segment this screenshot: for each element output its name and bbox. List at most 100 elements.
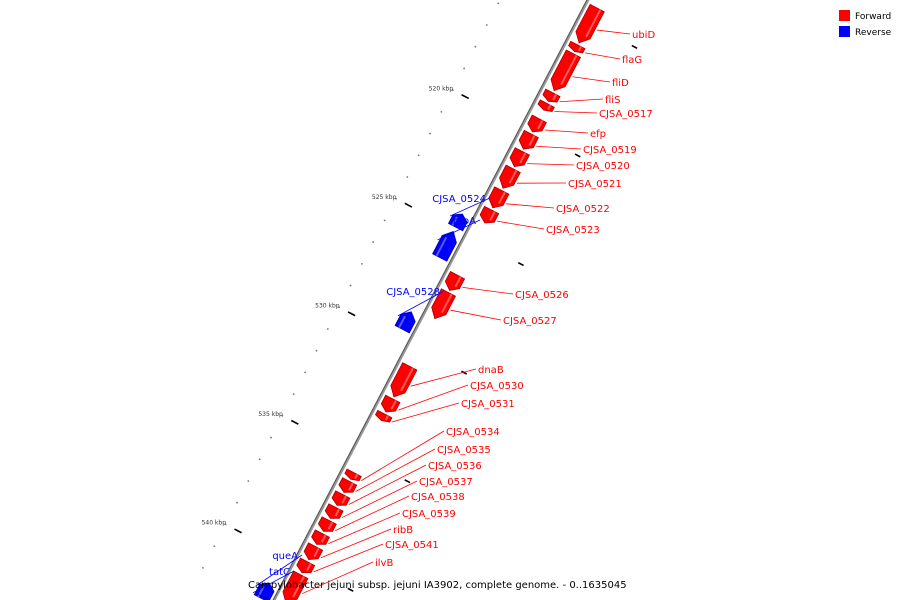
gene-cjsa-0521-label[interactable]: CJSA_0521 (568, 179, 622, 190)
gene-flis-feature[interactable] (542, 88, 561, 103)
gene-ubid-label[interactable]: ubiD (632, 30, 655, 41)
gene-cjsa-0526-label[interactable]: CJSA_0526 (515, 290, 569, 301)
gene-cjsa-0523-leader (496, 220, 545, 230)
gene-ilvb-label[interactable]: ilvB (375, 558, 393, 569)
gene-cjsa-0534-leader (361, 430, 445, 481)
gene-ribb-label[interactable]: ribB (393, 525, 413, 536)
gene-cjsa-0536-label[interactable]: CJSA_0536 (428, 461, 482, 472)
gene-cjsa-0519-feature[interactable] (518, 129, 539, 150)
gene-cjsa-0517-feature[interactable] (537, 99, 555, 113)
gene-quea-label[interactable]: queA (272, 551, 298, 562)
gene-cjsa-0517-label[interactable]: CJSA_0517 (599, 109, 653, 120)
gene-flis-label[interactable]: fliS (605, 95, 620, 106)
gene-flis-highlight (552, 93, 557, 101)
gene-cjsa-0528-label[interactable]: CJSA_0528 (386, 287, 440, 298)
gene-cjsa-0526-feature[interactable] (444, 270, 466, 291)
gene-dnab-highlight (400, 367, 414, 392)
major-tick (574, 153, 581, 158)
gene-cjsa-0535-leader (355, 448, 436, 492)
gene-proa-highlight (435, 236, 448, 257)
gene-cjsa-0524-highlight (451, 216, 458, 226)
gene-cjsa-0522-label[interactable]: CJSA_0522 (556, 204, 610, 215)
gene-efp-feature[interactable] (527, 114, 547, 133)
gene-cjsa-0536-feature[interactable] (331, 490, 351, 506)
minor-tick (360, 262, 363, 265)
gene-ubid-feature[interactable] (575, 3, 605, 44)
gene-cjsa-0524-feature[interactable] (447, 213, 468, 232)
gene-cjsa-0535-highlight (348, 482, 354, 491)
gene-cjsa-0527-label[interactable]: CJSA_0527 (503, 316, 557, 327)
gene-cjsa-0528-feature[interactable] (394, 311, 416, 334)
gene-cjsa-0534-label[interactable]: CJSA_0534 (446, 427, 500, 438)
gene-proa-feature[interactable] (432, 230, 457, 262)
gene-cjsa-0521-highlight (508, 169, 518, 184)
gene-cjsa-0528-highlight (398, 315, 406, 329)
gene-dnab-leader (410, 368, 477, 387)
gene-cjsa-0537-label[interactable]: CJSA_0537 (419, 477, 473, 488)
gene-cjsa-0531-feature[interactable] (375, 409, 393, 423)
tick-label: 525 kbp (372, 194, 397, 201)
gene-cjsa-0524-label[interactable]: CJSA_0524 (432, 194, 486, 205)
gene-proa-label[interactable]: proA (453, 216, 476, 227)
gene-cjsa-0531-leader (391, 402, 460, 423)
gene-efp-label[interactable]: efp (590, 129, 606, 140)
gene-cjsa-0538-label[interactable]: CJSA_0538 (411, 492, 465, 503)
gene-flag-highlight (577, 46, 582, 52)
gene-cjsa-0537-feature[interactable] (324, 503, 344, 519)
gene-flis-leader (559, 98, 604, 103)
minor-tick (292, 393, 295, 396)
gene-dnab-label[interactable]: dnaB (478, 365, 504, 376)
gene-cjsa-0539-label[interactable]: CJSA_0539 (402, 509, 456, 520)
gene-cjsa-0537-highlight (334, 508, 341, 517)
gene-cjsa-0524-leader (449, 197, 491, 217)
gene-flid-label[interactable]: fliD (612, 78, 629, 89)
gene-ribb-feature[interactable] (303, 542, 324, 561)
gene-cjsa-0541-label[interactable]: CJSA_0541 (385, 540, 439, 551)
gene-cjsa-0521-feature[interactable] (499, 164, 521, 189)
gene-cjsa-0527-feature[interactable] (431, 288, 457, 320)
gene-efp-highlight (537, 119, 544, 130)
gene-flid-feature[interactable] (550, 49, 582, 92)
gene-cjsa-0519-highlight (528, 135, 536, 146)
tick-label: 530 kbp (315, 303, 340, 310)
gene-tatc-feature[interactable] (253, 592, 269, 600)
gene-cjsa-0535-label[interactable]: CJSA_0535 (437, 445, 491, 456)
gene-cjsa-0517-leader (554, 111, 598, 114)
gene-cjsa-0535-feature[interactable] (338, 477, 358, 493)
minor-tick (270, 436, 272, 439)
gene-cjsa-0531-label[interactable]: CJSA_0531 (461, 399, 515, 410)
gene-dnab-feature[interactable] (390, 362, 418, 398)
gene-ilvb-feature[interactable] (282, 570, 309, 600)
gene-cjsa-0526-leader (462, 286, 514, 295)
gene-flid-leader (572, 76, 611, 83)
gene-cjsa-0528-leader (397, 290, 445, 317)
gene-flag-feature[interactable] (568, 40, 586, 54)
gene-cjsa-0541-feature[interactable] (296, 557, 316, 573)
gene-cjsa-0523-label[interactable]: CJSA_0523 (546, 225, 600, 236)
gene-quea-feature[interactable] (254, 582, 275, 600)
gene-flag-label[interactable]: flaG (622, 55, 642, 66)
gene-cjsa-0519-label[interactable]: CJSA_0519 (583, 145, 637, 156)
gene-cjsa-0538-leader (335, 495, 410, 531)
gene-flid-highlight (560, 54, 578, 86)
gene-cjsa-0530-feature[interactable] (380, 394, 401, 413)
gene-cjsa-0522-feature[interactable] (488, 186, 510, 209)
gene-tatc-leader (252, 570, 295, 594)
major-tick (631, 44, 638, 50)
legend-label-reverse: Reverse (855, 28, 892, 38)
gene-cjsa-0520-feature[interactable] (509, 147, 530, 168)
gene-cjsa-0534-feature[interactable] (344, 468, 362, 482)
gene-ubid-highlight (585, 9, 602, 38)
gene-cjsa-0538-feature[interactable] (317, 516, 337, 532)
gene-tatc-label[interactable]: tatC (269, 567, 290, 578)
minor-tick (497, 2, 500, 5)
major-tick (404, 479, 411, 484)
gene-cjsa-0523-feature[interactable] (479, 205, 500, 224)
minor-tick (395, 197, 397, 200)
gene-cjsa-0530-label[interactable]: CJSA_0530 (470, 381, 524, 392)
gene-cjsa-0517-highlight (547, 104, 552, 110)
gene-cjsa-0539-feature[interactable] (311, 529, 331, 545)
gene-cjsa-0520-label[interactable]: CJSA_0520 (576, 161, 630, 172)
